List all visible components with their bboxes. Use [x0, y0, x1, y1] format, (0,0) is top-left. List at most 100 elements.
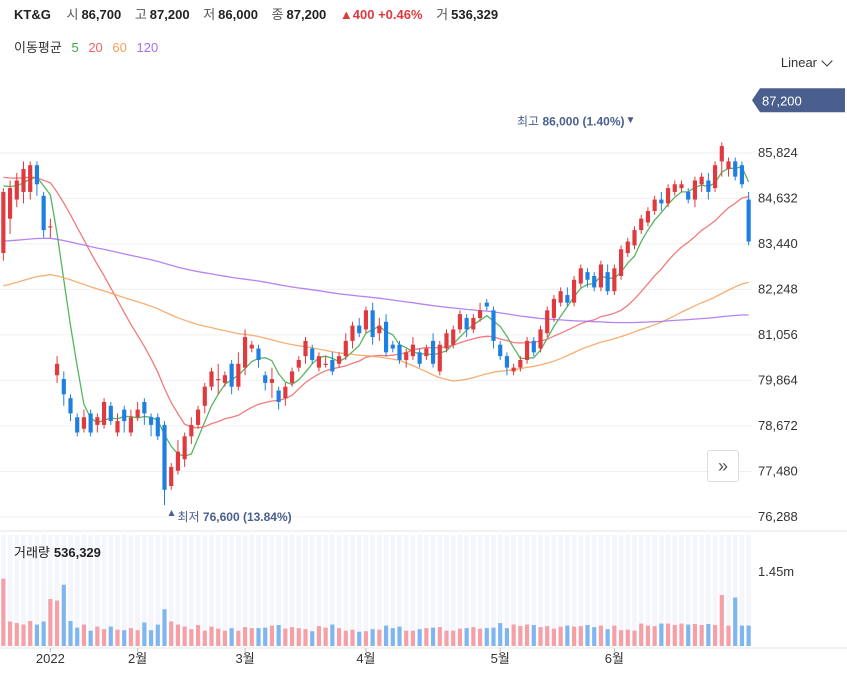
scroll-to-latest-button[interactable]: » [707, 450, 739, 482]
double-chevron-right-icon: » [717, 455, 728, 476]
volume-bg-stripe [531, 535, 537, 646]
volume-bg-stripe [625, 535, 631, 646]
volume-bg-stripe [424, 535, 429, 646]
volume-bg-stripe [48, 535, 53, 646]
moving-average-legend[interactable]: 이동평균 5 20 60 120 [14, 37, 164, 56]
volume-bar [706, 624, 711, 646]
volume-bg-stripe [88, 535, 93, 646]
volume-bg-stripe [296, 535, 302, 646]
volume-bg-stripe [665, 535, 671, 646]
candle-body [377, 325, 382, 334]
volume-bar [538, 627, 543, 646]
volume-bg-stripe [726, 535, 731, 646]
scale-mode-dropdown[interactable]: Linear [781, 54, 833, 70]
candle-body [477, 310, 483, 318]
volume-bg-stripe [262, 535, 268, 646]
volume-bg-stripe [638, 535, 644, 646]
volume-bg-stripe [142, 535, 147, 646]
volume-bg-stripe [732, 535, 738, 646]
volume-bg-stripe [491, 535, 496, 646]
volume-bg-stripe [195, 535, 201, 646]
candle-body [283, 386, 288, 399]
y-tick-label: 79,864 [758, 372, 798, 387]
volume-bg-stripe [356, 535, 362, 646]
volume-bg-stripe [249, 535, 255, 646]
candle-body [222, 375, 228, 383]
volume-bar [68, 620, 73, 646]
volume-bg-stripe [618, 535, 624, 646]
volume-axis-label: 1.45m [758, 564, 794, 579]
candle-body [142, 401, 147, 414]
low-label: 저 [203, 7, 216, 22]
moving-average-label: 이동평균 [14, 40, 62, 55]
candle-body [390, 344, 395, 349]
candle-body [323, 363, 328, 365]
ma-5-label: 5 [71, 40, 79, 55]
candle-body [28, 165, 33, 192]
volume-bg-stripe [202, 535, 208, 646]
volume-bg-stripe [101, 535, 107, 646]
candle-body [75, 417, 80, 433]
ma-5-line [3, 165, 750, 457]
candle-body [706, 180, 711, 192]
low-annotation: 최저 76,600 (13.84%) [178, 510, 292, 524]
volume-bar [531, 625, 536, 646]
candle-body [256, 348, 261, 360]
volume-bg-stripe [672, 535, 678, 646]
volume-bar [719, 594, 724, 646]
volume-bar [330, 624, 335, 646]
volume-bg-stripe [148, 535, 154, 646]
volume-bar [424, 628, 429, 646]
volume-bar [726, 625, 731, 646]
low-value: 86,000 [218, 7, 258, 22]
candle-body [108, 405, 113, 422]
volume-bar [1, 578, 6, 646]
volume-bg-stripe [383, 535, 389, 646]
current-price-tag [752, 88, 845, 113]
price-header: KT&G 시 86,700 고 87,200 저 86,000 종 87,200 ▲40… [14, 4, 508, 22]
candle-body [249, 344, 254, 349]
candle-body [484, 302, 489, 307]
candle-body [195, 409, 201, 425]
volume-bg-stripe [390, 535, 396, 646]
volume-bg-stripe [155, 535, 161, 646]
volume-bg-stripe [68, 535, 73, 646]
volume-bar [48, 599, 53, 646]
volume-bg-stripe [511, 535, 516, 646]
y-tick-label: 77,480 [758, 463, 798, 478]
volume-bg-stripe [242, 535, 248, 646]
volume-bg-stripe [128, 535, 134, 646]
volume-bg-stripe [544, 535, 550, 646]
volume-bg-stripe [504, 535, 510, 646]
volume-bar [189, 629, 194, 646]
ma-20-line [3, 176, 749, 429]
volume-bar [357, 631, 362, 646]
volume-bar [665, 623, 671, 646]
candle-body [464, 317, 469, 330]
volume-bg-stripe [343, 535, 349, 646]
candle-body [41, 195, 46, 231]
candle-body [162, 424, 167, 490]
candle-body [659, 199, 664, 204]
candle-body [7, 188, 13, 219]
ma-20-label: 20 [88, 40, 103, 55]
candle-body [504, 356, 510, 368]
volume-bg-stripe [289, 535, 295, 646]
volume-bg-stripe [430, 535, 436, 646]
candle-body [605, 272, 610, 292]
candle-body [202, 386, 207, 406]
volume-bar [484, 628, 489, 646]
volume-bg-stripe [712, 535, 718, 646]
volume-bar [54, 600, 60, 646]
volume-bar [350, 629, 355, 646]
candle-body [471, 317, 476, 330]
candle-body [316, 356, 322, 368]
volume-bar [518, 626, 523, 646]
volume-bg-stripe [551, 535, 557, 646]
volume-bg-stripe [477, 535, 483, 646]
volume-bar [81, 624, 87, 646]
candle-body [424, 348, 429, 357]
candle-body [410, 344, 416, 357]
volume-bar [128, 628, 134, 646]
